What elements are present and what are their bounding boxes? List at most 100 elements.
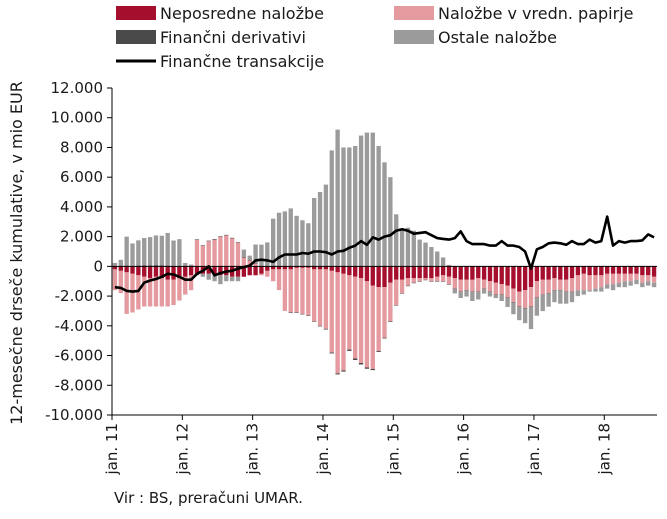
y-tick-label: -10.000	[45, 406, 103, 424]
bar-segment-s3	[569, 291, 575, 303]
bar-segment-s2	[323, 328, 329, 330]
legend-label-vrednostni-papirji: Naložbe v vredn. papirje	[438, 4, 633, 23]
bar-segment-s3	[464, 290, 469, 297]
bar-segment-s3	[599, 287, 604, 292]
bar-segment-s0	[353, 266, 358, 277]
bar-segment-s3	[224, 275, 229, 282]
bar-segment-s0	[194, 266, 200, 274]
bar-segment-s3	[575, 290, 581, 297]
bar-segment-s0	[546, 266, 551, 280]
bar-segment-s1	[511, 288, 516, 303]
bar-segment-s3	[294, 215, 299, 267]
bar-segment-s3	[165, 232, 170, 266]
bar-segment-s3	[229, 276, 235, 282]
x-tick-label: jan. 15	[384, 423, 402, 476]
bar-segment-s3	[370, 132, 375, 267]
bar-segment-s1	[317, 269, 323, 326]
bar-segment-s0	[376, 266, 381, 288]
bar-segment-s3	[142, 237, 147, 266]
bar-segment-s0	[282, 266, 288, 270]
bar-segment-s2	[464, 290, 469, 291]
bar-segment-s3	[605, 284, 610, 289]
bar-segment-s0	[358, 266, 364, 279]
bar-segment-s1	[294, 267, 299, 313]
bar-segment-s2	[300, 313, 305, 315]
bar-segment-s0	[417, 266, 422, 279]
bar-segment-s2	[528, 306, 534, 307]
bar-segment-s2	[294, 312, 299, 313]
bar-segment-s0	[399, 266, 405, 280]
bar-segment-s1	[183, 276, 188, 295]
bar-segment-s3	[429, 247, 434, 267]
bar-segment-s1	[452, 278, 457, 289]
bar-segment-s3	[376, 145, 381, 267]
bar-segment-s1	[382, 287, 387, 338]
x-tick-label: jan. 16	[455, 423, 473, 476]
bar-segment-s3	[253, 244, 258, 264]
bar-segment-s2	[317, 325, 323, 327]
bar-segment-s2	[493, 294, 499, 296]
legend-label-ostale: Ostale naložbe	[438, 28, 557, 47]
bar-segment-s0	[317, 266, 323, 270]
bar-segment-s1	[300, 267, 305, 314]
y-tick-label: 8.000	[60, 138, 103, 156]
bar-segment-s2	[470, 291, 475, 293]
bar-segment-s3	[130, 243, 135, 266]
bar-segment-s0	[646, 266, 651, 276]
legend-swatch-neposredne	[116, 6, 156, 20]
bar-segment-s3	[335, 129, 340, 267]
bar-segment-s3	[511, 302, 516, 315]
y-tick-label: 0	[93, 257, 103, 275]
bar-segment-s0	[183, 266, 188, 277]
bar-segment-s0	[528, 266, 534, 288]
bar-segment-s3	[347, 147, 352, 267]
bar-segment-s0	[522, 266, 528, 291]
bar-segment-s2	[329, 352, 334, 354]
bar-segment-s1	[540, 279, 545, 295]
bar-segment-s2	[435, 281, 440, 282]
bar-segment-s1	[171, 279, 176, 306]
bar-segment-s2	[446, 284, 452, 285]
bar-segment-s2	[241, 256, 247, 258]
y-tick-label: -6.000	[55, 347, 103, 365]
bar-segment-s0	[610, 266, 616, 274]
y-tick-label: 6.000	[60, 168, 103, 186]
bar-segment-s0	[622, 266, 627, 274]
bar-segment-s0	[440, 266, 446, 276]
bar-segment-s1	[153, 276, 159, 307]
bar-segment-s2	[194, 239, 200, 240]
bar-segment-s0	[341, 266, 346, 274]
bar-segment-s2	[306, 315, 311, 316]
bar-segment-s0	[159, 266, 164, 279]
bar-segment-s0	[593, 266, 598, 276]
bar-segment-s3	[118, 259, 123, 266]
bar-segment-s1	[130, 273, 135, 313]
bar-segment-s0	[470, 266, 475, 280]
bar-segment-s0	[552, 266, 557, 279]
bar-segment-s1	[376, 287, 381, 352]
bar-segment-s1	[247, 260, 252, 267]
x-tick-label: jan. 18	[595, 423, 613, 476]
y-tick-label: 10.000	[51, 109, 104, 127]
bar-segment-s1	[224, 235, 229, 267]
bar-segment-s3	[563, 291, 569, 304]
bar-segment-s1	[335, 272, 340, 374]
bar-segment-s1	[394, 279, 399, 306]
bar-segment-s3	[534, 297, 540, 316]
bar-segment-s0	[581, 266, 586, 274]
bar-segment-s0	[563, 266, 569, 280]
bar-segment-s0	[481, 266, 487, 280]
bar-segment-s2	[347, 349, 352, 351]
bar-segment-s1	[306, 267, 311, 316]
bar-segment-s2	[499, 294, 504, 296]
bar-segment-s3	[364, 132, 370, 267]
bar-segment-s2	[353, 358, 358, 361]
bar-segment-s0	[300, 266, 305, 268]
bar-segment-s0	[464, 266, 469, 280]
bar-segment-s2	[358, 362, 364, 365]
bar-segment-s1	[253, 263, 258, 267]
bar-segment-s2	[458, 291, 463, 293]
bar-segment-s2	[405, 285, 411, 287]
bar-segment-s3	[276, 212, 282, 267]
bar-segment-s2	[429, 281, 434, 282]
